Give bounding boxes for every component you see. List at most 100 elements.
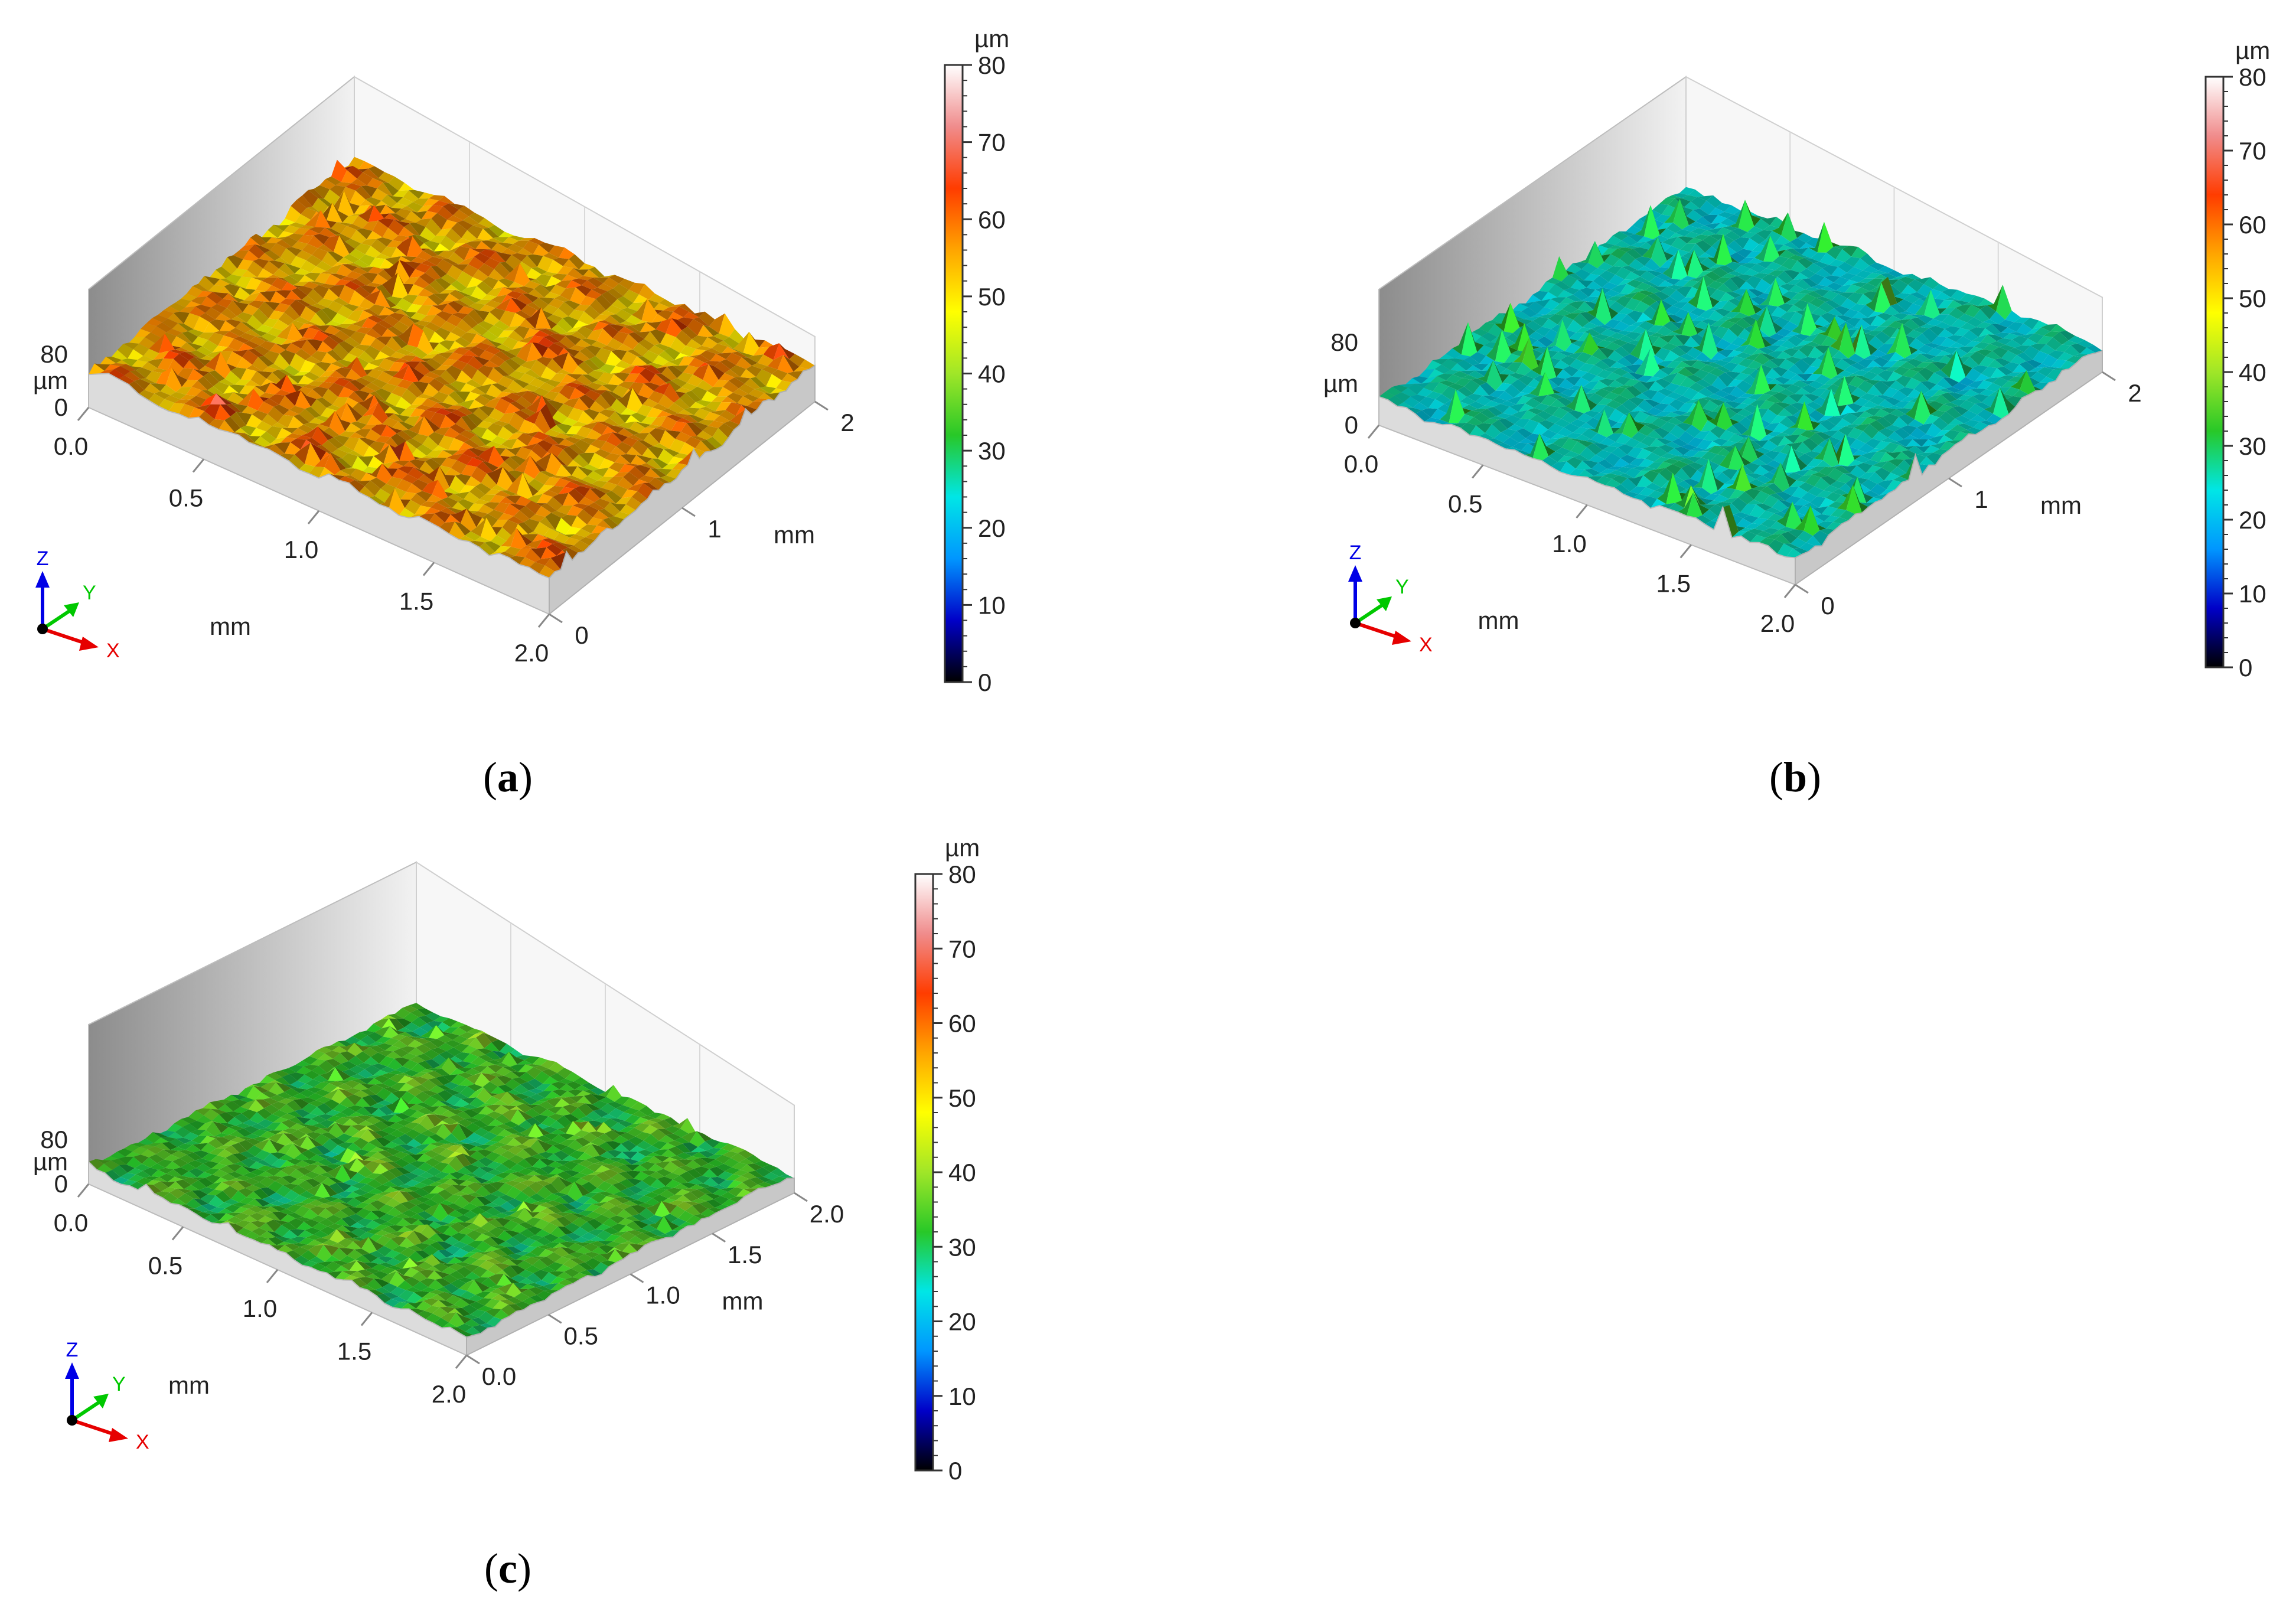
surface-facet: [1735, 318, 1752, 329]
surface-facet: [654, 1156, 670, 1162]
surface-facet: [787, 371, 804, 380]
surface-facet: [530, 455, 546, 472]
surface-facet: [422, 354, 438, 359]
surface-facet: [505, 446, 521, 456]
surface-facet: [168, 313, 184, 324]
surface-facet: [254, 292, 270, 302]
surface-facet: [1759, 268, 1775, 275]
surface-facet: [1690, 275, 1705, 282]
surface-facet: [1480, 409, 1496, 419]
surface-facet: [415, 458, 431, 462]
surface-facet: [1819, 252, 1836, 265]
surface-facet: [1779, 283, 1796, 291]
surface-facet: [1791, 303, 1808, 334]
surface-facet: [1935, 322, 1952, 329]
surface-facet: [647, 1156, 663, 1164]
surface-facet: [1763, 495, 1779, 507]
surface-facet: [1695, 240, 1712, 253]
surface-facet: [610, 1167, 626, 1173]
surface-facet: [524, 410, 540, 424]
surface-facet: [1860, 366, 1876, 371]
surface-facet: [687, 319, 703, 336]
surface-facet: [405, 1031, 421, 1037]
surface-facet: [495, 298, 511, 311]
surface-facet: [624, 464, 641, 467]
surface-facet: [488, 408, 505, 421]
surface-facet: [542, 1126, 558, 1134]
surface-facet: [389, 312, 405, 321]
surface-facet: [575, 1090, 591, 1097]
surface-facet: [496, 392, 512, 398]
surface-facet: [605, 305, 622, 315]
colorbar-unit: µm: [974, 25, 1009, 53]
surface-facet: [557, 1068, 573, 1079]
surface-facet: [1861, 315, 1877, 325]
surface-facet: [1759, 278, 1776, 305]
surface-facet: [1801, 357, 1817, 366]
surface-facet: [1705, 271, 1721, 281]
surface-facet: [177, 368, 194, 380]
surface-facet: [1756, 503, 1772, 511]
surface-facet: [535, 506, 552, 517]
surface-facet: [448, 1057, 464, 1069]
surface-facet: [396, 1072, 412, 1077]
surface-facet: [597, 283, 614, 292]
surface-facet: [726, 1180, 742, 1189]
surface-facet: [1657, 222, 1674, 230]
surface-facet: [1525, 370, 1541, 379]
surface-facet: [455, 1061, 471, 1068]
surface-facet: [446, 1095, 461, 1106]
surface-facet: [1730, 276, 1746, 289]
surface-facet: [1518, 403, 1534, 412]
surface-facet: [214, 351, 231, 379]
surface-facet: [1851, 387, 1867, 398]
surface-facet: [655, 318, 672, 334]
surface-facet: [416, 250, 433, 260]
surface-facet: [1843, 473, 1860, 478]
surface-facet: [543, 392, 559, 401]
surface-facet: [311, 351, 327, 362]
surface-facet: [231, 403, 248, 413]
surface-facet: [451, 222, 468, 239]
surface-facet: [1535, 327, 1551, 337]
surface-facet: [318, 198, 334, 207]
surface-facet: [477, 461, 493, 474]
surface-facet: [272, 422, 288, 428]
surface-facet: [524, 548, 541, 562]
surface-facet: [319, 410, 335, 428]
surface-facet: [534, 1071, 550, 1084]
surface-facet: [1681, 276, 1697, 281]
surface-facet: [1806, 430, 1823, 433]
surface-facet: [603, 277, 619, 289]
surface-facet: [542, 1069, 557, 1077]
surface-facet: [509, 503, 526, 511]
surface-facet: [723, 1157, 739, 1168]
surface-facet: [1617, 279, 1634, 286]
surface-facet: [1518, 375, 1534, 386]
surface-facet: [1754, 524, 1770, 531]
surface-facet: [1514, 450, 1531, 455]
surface-facet: [619, 279, 635, 290]
surface-facet: [285, 263, 301, 274]
surface-facet: [571, 331, 587, 340]
surface-facet: [1845, 322, 1862, 354]
surface-facet: [1770, 521, 1786, 530]
surface-facet: [1908, 445, 1924, 455]
surface-facet: [1881, 326, 1897, 338]
surface-facet: [538, 534, 554, 540]
surface-facet: [1532, 433, 1549, 461]
surface-facet: [1599, 347, 1615, 358]
surface-facet: [686, 422, 703, 436]
surface-facet: [273, 405, 289, 415]
surface-facet: [479, 542, 495, 556]
surface-facet: [1871, 374, 1887, 381]
surface-facet: [752, 363, 768, 370]
surface-facet: [1864, 380, 1880, 386]
surface-facet: [422, 480, 438, 495]
surface-facet: [246, 277, 262, 290]
surface-facet: [1502, 330, 1518, 354]
surface-facet: [1935, 292, 1951, 300]
surface-facet: [1843, 309, 1859, 318]
surface-facet: [1726, 425, 1741, 435]
surface-facet: [1823, 438, 1839, 467]
